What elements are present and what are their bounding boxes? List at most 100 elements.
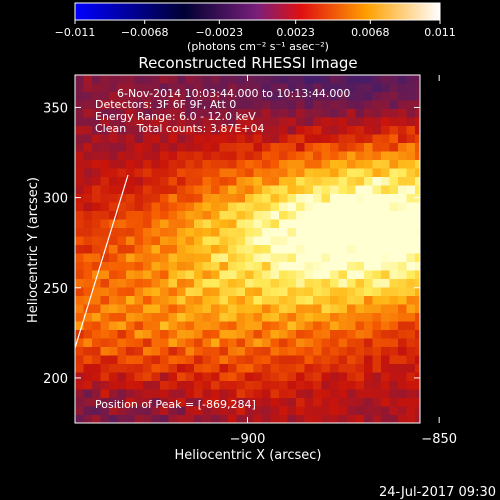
heatmap-cell bbox=[92, 304, 101, 314]
heatmap-cell bbox=[92, 287, 101, 297]
heatmap-cell bbox=[262, 296, 271, 305]
heatmap-cell bbox=[338, 143, 348, 152]
heatmap-cell bbox=[415, 177, 420, 186]
heatmap-cell bbox=[202, 194, 212, 203]
heatmap-cell bbox=[338, 330, 348, 339]
heatmap-cell bbox=[202, 109, 212, 118]
heatmap-cell bbox=[194, 287, 203, 297]
heatmap-cell bbox=[228, 347, 237, 356]
heatmap-cell bbox=[143, 117, 152, 127]
heatmap-cell bbox=[262, 100, 271, 110]
heatmap-cell bbox=[117, 92, 127, 101]
heatmap-cell bbox=[364, 228, 373, 237]
heatmap-cell bbox=[313, 117, 322, 127]
heatmap-cell bbox=[75, 296, 84, 305]
heatmap-cell bbox=[279, 236, 288, 246]
heatmap-cell bbox=[126, 185, 135, 195]
heatmap-cell bbox=[389, 109, 399, 118]
heatmap-cell bbox=[134, 92, 144, 101]
heatmap-cell bbox=[228, 194, 237, 203]
heatmap-cell bbox=[355, 228, 365, 237]
heatmap-cell bbox=[304, 219, 314, 229]
heatmap-cell bbox=[202, 177, 212, 186]
heatmap-cell bbox=[338, 92, 348, 101]
heatmap-cell bbox=[347, 330, 356, 339]
heatmap-cell bbox=[262, 279, 271, 288]
heatmap-cell bbox=[398, 270, 407, 280]
heatmap-cell bbox=[279, 228, 288, 237]
heatmap-cell bbox=[381, 347, 390, 356]
heatmap-cell bbox=[236, 126, 246, 135]
heatmap-cell bbox=[202, 313, 212, 322]
heatmap-cell bbox=[75, 415, 84, 423]
heatmap-cell bbox=[355, 262, 365, 271]
heatmap-cell bbox=[313, 381, 322, 390]
heatmap-cell bbox=[287, 100, 297, 110]
heatmap-cell bbox=[347, 245, 356, 254]
heatmap-cell bbox=[168, 143, 178, 152]
heatmap-cell bbox=[381, 194, 390, 203]
colorbar-tick-label: 0.0023 bbox=[276, 26, 315, 39]
heatmap-cell bbox=[160, 304, 169, 314]
heatmap-cell bbox=[177, 109, 186, 118]
heatmap-cell bbox=[177, 330, 186, 339]
heatmap-cell bbox=[177, 228, 186, 237]
heatmap-cell bbox=[160, 236, 169, 246]
heatmap-cell bbox=[228, 406, 237, 416]
heatmap-cell bbox=[330, 313, 339, 322]
heatmap-cell bbox=[389, 321, 399, 331]
heatmap-cell bbox=[321, 75, 331, 84]
heatmap-cell bbox=[177, 253, 186, 263]
heatmap-cell bbox=[109, 279, 118, 288]
heatmap-cell bbox=[389, 126, 399, 135]
heatmap-cell bbox=[304, 117, 314, 127]
heatmap-cell bbox=[92, 151, 101, 161]
heatmap-cell bbox=[83, 236, 93, 246]
heatmap-cell bbox=[415, 270, 420, 280]
heatmap-cell bbox=[398, 117, 407, 127]
heatmap-cell bbox=[168, 330, 178, 339]
heatmap-cell bbox=[185, 364, 195, 373]
heatmap-cell bbox=[321, 143, 331, 152]
heatmap-cell bbox=[151, 364, 161, 373]
heatmap-cell bbox=[236, 253, 246, 263]
heatmap-cell bbox=[389, 364, 399, 373]
heatmap-cell bbox=[177, 92, 186, 101]
heatmap-cell bbox=[126, 381, 135, 390]
heatmap-cell bbox=[338, 347, 348, 356]
heatmap-cell bbox=[100, 151, 110, 161]
heatmap-cell bbox=[364, 83, 373, 93]
heatmap-cell bbox=[279, 151, 288, 161]
heatmap-cell bbox=[100, 381, 110, 390]
heatmap-cell bbox=[372, 126, 382, 135]
heatmap-cell bbox=[211, 364, 220, 373]
heatmap-cell bbox=[279, 381, 288, 390]
heatmap-cell bbox=[262, 262, 271, 271]
heatmap-cell bbox=[202, 228, 212, 237]
heatmap-cell bbox=[194, 253, 203, 263]
heatmap-cell bbox=[236, 287, 246, 297]
heatmap-cell bbox=[415, 75, 420, 84]
heatmap-cell bbox=[313, 236, 322, 246]
heatmap-cell bbox=[321, 338, 331, 348]
heatmap-cell bbox=[219, 330, 229, 339]
heatmap-cell bbox=[406, 177, 416, 186]
heatmap-cell bbox=[406, 304, 416, 314]
heatmap-cell bbox=[228, 151, 237, 161]
heatmap-cell bbox=[287, 134, 297, 144]
heatmap-cell bbox=[330, 143, 339, 152]
heatmap-cell bbox=[228, 100, 237, 110]
heatmap-cell bbox=[245, 270, 254, 280]
heatmap-cell bbox=[262, 117, 271, 127]
heatmap-cell bbox=[117, 253, 127, 263]
heatmap-cell bbox=[219, 415, 229, 423]
heatmap-cell bbox=[194, 338, 203, 348]
heatmap-cell bbox=[398, 151, 407, 161]
heatmap-cell bbox=[330, 211, 339, 220]
heatmap-cell bbox=[160, 372, 169, 382]
heatmap-cell bbox=[406, 143, 416, 152]
heatmap-cell bbox=[279, 83, 288, 93]
heatmap-cell bbox=[168, 279, 178, 288]
heatmap-cell bbox=[364, 253, 373, 263]
heatmap-cell bbox=[372, 211, 382, 220]
